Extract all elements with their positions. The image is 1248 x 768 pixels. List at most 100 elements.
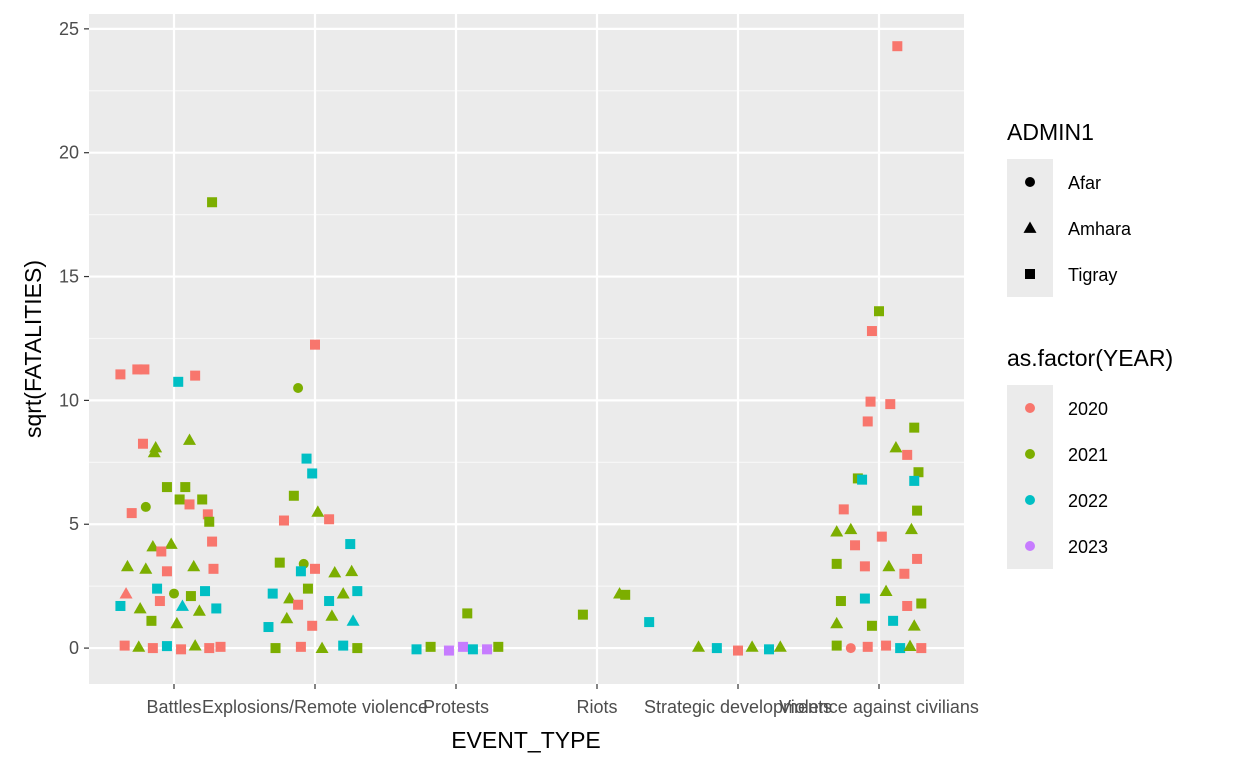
data-point bbox=[865, 396, 876, 407]
data-point bbox=[180, 482, 191, 493]
data-point bbox=[263, 622, 274, 633]
data-point bbox=[899, 568, 910, 579]
legend-label: 2021 bbox=[1068, 445, 1108, 465]
data-point bbox=[207, 197, 218, 208]
data-point bbox=[352, 643, 363, 654]
data-point bbox=[184, 499, 195, 510]
data-point bbox=[211, 603, 222, 614]
data-point bbox=[307, 468, 318, 479]
data-point bbox=[838, 504, 849, 515]
data-point bbox=[764, 644, 775, 655]
data-point bbox=[207, 536, 218, 547]
data-point bbox=[307, 620, 318, 631]
data-point bbox=[879, 584, 893, 596]
data-point bbox=[874, 306, 884, 317]
data-point bbox=[119, 640, 130, 651]
data-point bbox=[462, 608, 473, 619]
data-point bbox=[293, 599, 304, 610]
data-point bbox=[352, 586, 363, 597]
data-point bbox=[325, 609, 339, 621]
data-point bbox=[916, 598, 927, 609]
x-tick-label: Battles bbox=[146, 697, 201, 717]
data-point bbox=[146, 540, 160, 552]
data-point bbox=[916, 643, 927, 654]
data-point bbox=[346, 614, 360, 626]
data-point bbox=[204, 516, 215, 527]
data-point bbox=[859, 593, 870, 604]
legend-symbol bbox=[1025, 495, 1035, 505]
y-tick-label: 0 bbox=[69, 638, 79, 658]
data-point bbox=[411, 644, 422, 655]
legends: ADMIN1 Afar Amhara Tigray as.factor(YEAR) 202… bbox=[1007, 119, 1173, 569]
data-point bbox=[176, 644, 187, 655]
data-point bbox=[174, 494, 185, 505]
data-point bbox=[169, 588, 179, 599]
data-point bbox=[830, 616, 844, 629]
data-point bbox=[345, 564, 359, 577]
legend-title: ADMIN1 bbox=[1007, 119, 1094, 145]
legend-symbol bbox=[1025, 269, 1035, 279]
data-point bbox=[132, 640, 146, 652]
data-points bbox=[115, 41, 927, 656]
data-point bbox=[192, 604, 206, 616]
data-point bbox=[161, 482, 172, 493]
y-tick-label: 15 bbox=[59, 267, 79, 287]
data-point bbox=[831, 558, 842, 569]
data-point bbox=[137, 438, 148, 449]
data-point bbox=[425, 641, 436, 652]
data-point bbox=[152, 583, 163, 594]
x-axis-title: EVENT_TYPE bbox=[451, 727, 601, 753]
data-point bbox=[443, 645, 454, 656]
data-point bbox=[175, 599, 189, 611]
data-point bbox=[845, 643, 856, 654]
data-point bbox=[857, 474, 868, 485]
legend-symbol bbox=[1025, 177, 1035, 187]
legend-symbol bbox=[1025, 541, 1035, 551]
data-point bbox=[215, 641, 226, 652]
data-point bbox=[190, 370, 201, 381]
data-point bbox=[302, 583, 313, 594]
data-point bbox=[161, 566, 172, 577]
grid-minor bbox=[89, 90, 964, 587]
data-point bbox=[185, 591, 196, 602]
panel-background bbox=[89, 14, 964, 684]
data-point bbox=[328, 566, 342, 578]
y-tick-label: 25 bbox=[59, 19, 79, 39]
data-point bbox=[270, 643, 281, 654]
data-point bbox=[830, 525, 844, 537]
data-point bbox=[132, 364, 143, 375]
data-point bbox=[197, 494, 208, 505]
data-point bbox=[881, 640, 892, 651]
data-point bbox=[892, 41, 903, 52]
data-point bbox=[170, 616, 184, 629]
data-point bbox=[204, 643, 215, 654]
legend-label: Tigray bbox=[1068, 265, 1117, 285]
data-point bbox=[283, 592, 297, 604]
data-point bbox=[888, 615, 899, 626]
data-point bbox=[903, 639, 917, 651]
data-point bbox=[324, 596, 335, 607]
x-tick-label: Strategic developments bbox=[644, 697, 832, 717]
data-point bbox=[311, 505, 325, 517]
data-point bbox=[345, 539, 356, 550]
data-point bbox=[120, 559, 134, 572]
data-point bbox=[164, 537, 178, 549]
data-point bbox=[902, 449, 913, 460]
data-point bbox=[644, 617, 655, 628]
y-axis-title: sqrt(FATALITIES) bbox=[20, 260, 46, 438]
data-point bbox=[885, 399, 896, 410]
data-point bbox=[115, 369, 126, 380]
data-point bbox=[139, 364, 150, 375]
legend-symbol bbox=[1023, 221, 1037, 233]
data-point bbox=[907, 619, 921, 631]
data-point bbox=[161, 641, 172, 652]
data-point bbox=[876, 531, 887, 542]
y-axis: 0 5 10 15 20 25 bbox=[59, 19, 89, 658]
x-tick-label: Protests bbox=[423, 697, 489, 717]
data-point bbox=[913, 467, 924, 478]
legend-label: 2020 bbox=[1068, 399, 1108, 419]
data-point bbox=[902, 600, 913, 611]
data-point bbox=[267, 588, 278, 599]
legend-symbol bbox=[1025, 449, 1035, 459]
